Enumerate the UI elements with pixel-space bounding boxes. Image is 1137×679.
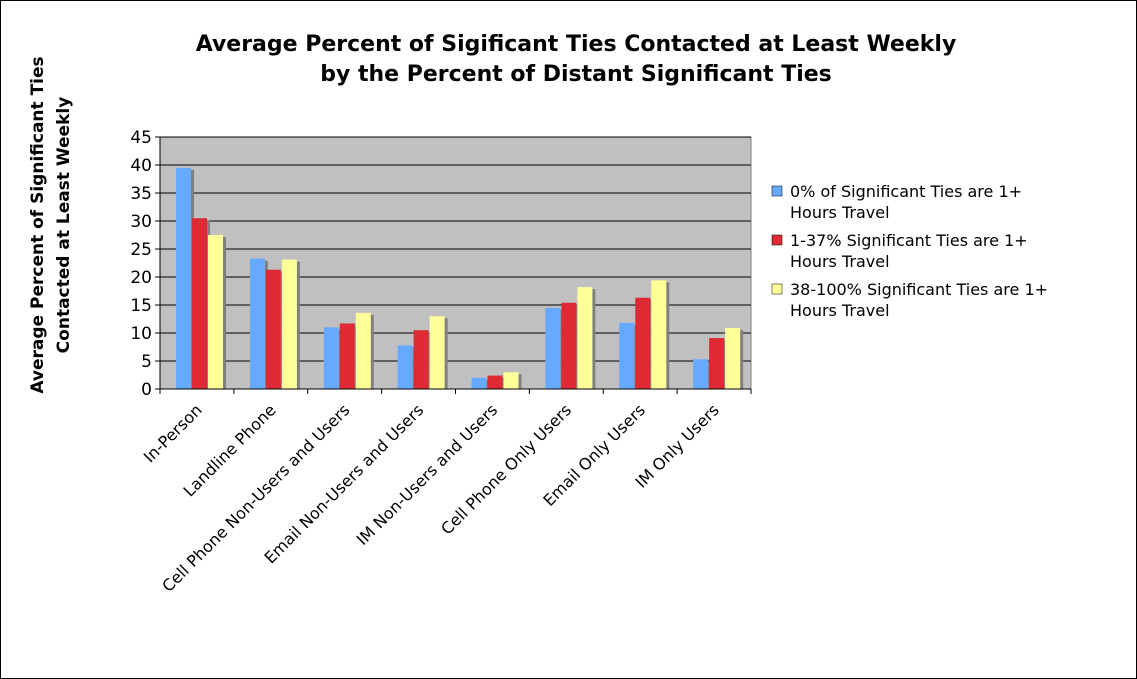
y-tick-label: 15 [130,296,152,316]
legend-swatch [771,185,783,197]
bar-shadow [296,261,300,389]
bar [265,269,281,389]
y-tick-label: 20 [130,268,152,288]
y-tick-label: 40 [130,156,152,176]
bar [339,323,355,389]
y-axis-label-line-2: Contacted at Least Weekly [54,97,74,354]
y-tick-label: 25 [130,240,152,260]
legend-swatch [771,234,783,246]
bar [725,327,741,389]
legend-label: Hours Travel [790,203,890,222]
bar-shadow [592,289,596,389]
y-tick-label: 45 [130,128,152,148]
axes [155,136,752,394]
bar [545,307,561,389]
bar [176,167,191,389]
y-tick-label: 35 [130,184,152,204]
legend-label: 38-100% Significant Ties are 1+ [790,280,1048,299]
y-tick-label: 5 [141,352,152,372]
bar [249,258,265,389]
bars [176,167,744,389]
bar [577,287,593,389]
legend-label: 0% of Significant Ties are 1+ [790,182,1022,201]
bar-shadow [444,318,448,389]
bar [397,345,413,389]
chart-title-line-2: by the Percent of Distant Significant Ti… [320,62,832,87]
legend: 0% of Significant Ties are 1+ Hours Trave… [771,182,1048,320]
bar [619,322,635,389]
bar [323,327,339,389]
bar [471,377,487,389]
chart-title-line-1: Average Percent of Sigificant Ties Conta… [196,32,957,57]
y-tick-label: 10 [130,324,152,344]
bar-shadow [223,237,226,389]
bar-shadow [370,314,374,389]
y-tick-label: 30 [130,212,152,232]
bar [413,330,429,389]
bar [192,218,207,389]
bar [503,372,519,389]
y-axis-label-line-1: Average Percent of Significant Ties [28,56,48,393]
bar [693,359,709,389]
y-tick-labels: 0 5 10 15 20 25 30 35 40 45 [130,128,152,400]
bar-shadow [666,282,670,389]
bar [429,316,445,389]
bar [709,338,725,389]
bar [651,280,667,389]
legend-swatch [771,283,783,295]
bar [635,297,651,389]
bar [561,302,577,389]
legend-label: 1-37% Significant Ties are 1+ [790,231,1028,250]
bar [208,235,223,389]
bar [355,312,371,389]
bar [487,375,503,389]
y-tick-label: 0 [141,380,152,400]
bar-shadow [740,329,744,389]
legend-label: Hours Travel [790,252,890,271]
legend-label: Hours Travel [790,301,890,320]
bar-shadow [518,374,522,389]
bar [281,259,297,389]
